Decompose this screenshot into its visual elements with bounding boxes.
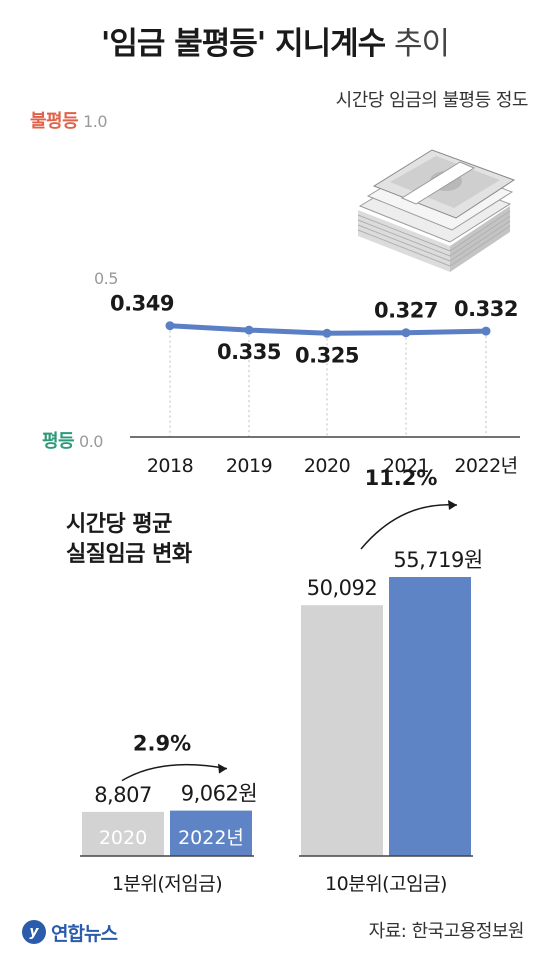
bar-year-label: 2020 xyxy=(99,827,147,849)
y-tick-mid-wrap: 0.5 xyxy=(94,269,118,289)
source-note: 자료: 한국고용정보원 xyxy=(368,921,525,942)
bar-title-line1: 시간당 평균 xyxy=(66,512,172,537)
data-label: 0.332 xyxy=(454,297,518,321)
group-label: 10분위(고임금) xyxy=(325,873,447,895)
publisher-logo: y 연합뉴스 xyxy=(22,917,118,947)
bar-year-label: 2022년 xyxy=(178,827,244,849)
x-tick-label: 2021 xyxy=(383,455,429,477)
chart-title: '임금 불평등' 지니계수 추이 xyxy=(0,18,550,63)
data-point xyxy=(322,328,332,338)
bar xyxy=(389,577,471,856)
bar-value-label: 8,807 xyxy=(94,783,152,807)
gini-points xyxy=(165,321,491,338)
bar xyxy=(82,811,164,856)
data-label: 0.325 xyxy=(295,343,359,367)
data-point xyxy=(244,325,254,335)
bar-chart-title: 시간당 평균 실질임금 변화 xyxy=(66,510,192,570)
vertical-guides xyxy=(169,325,487,437)
gini-data-labels: 0.349 0.335 0.325 0.327 0.332 xyxy=(110,292,518,368)
y-tick-top: 1.0 xyxy=(83,112,108,131)
x-tick-label: 2019 xyxy=(226,455,272,477)
data-label: 0.327 xyxy=(374,299,438,323)
logo-icon: y xyxy=(22,920,46,944)
bar xyxy=(301,605,383,856)
x-tick-label: 2018 xyxy=(147,455,193,477)
title-light: 추이 xyxy=(394,26,450,62)
logo-text: 연합뉴스 xyxy=(51,922,118,945)
y-tick-mid: 0.5 xyxy=(94,269,118,288)
data-label: 0.335 xyxy=(217,340,281,364)
arrow-head-icon xyxy=(218,763,227,774)
wage-bars: 2020 8,807 2022년 9,062원 1분위(저임금) 2.9% 50,092 55… xyxy=(80,466,483,895)
data-label: 0.349 xyxy=(110,292,174,316)
bar-value-label: 50,092 xyxy=(307,576,377,600)
x-tick-labels: 2018 2019 2020 2021 2022년 xyxy=(147,455,518,477)
change-label: 2.9% xyxy=(133,732,191,756)
bar xyxy=(170,810,252,856)
bar-title-line2: 실질임금 변화 xyxy=(66,542,192,567)
title-bold: '임금 불평등' 지니계수 xyxy=(100,26,386,62)
data-point xyxy=(481,326,491,336)
arrow-icon xyxy=(360,503,458,550)
data-point xyxy=(401,328,411,338)
bar-value-label: 9,062원 xyxy=(181,782,257,806)
arrow-head-icon xyxy=(448,500,457,510)
equality-axis-label: 평등 0.0 xyxy=(42,427,103,453)
group-label: 1분위(저임금) xyxy=(112,873,222,895)
change-label: 11.2% xyxy=(365,466,438,490)
x-tick-label: 2020 xyxy=(304,455,350,477)
equality-word: 평등 xyxy=(42,431,75,452)
data-point xyxy=(165,321,175,331)
chart-subtitle: 시간당 임금의 불평등 정도 xyxy=(335,90,529,111)
money-stack-icon xyxy=(357,149,516,272)
bar-value-label: 55,719원 xyxy=(393,548,482,572)
inequality-axis-label: 불평등 1.0 xyxy=(30,107,108,133)
y-tick-bottom: 0.0 xyxy=(79,432,103,451)
x-tick-label: 2022년 xyxy=(454,455,517,477)
inequality-word: 불평등 xyxy=(30,111,79,132)
arrow-icon xyxy=(121,763,228,782)
